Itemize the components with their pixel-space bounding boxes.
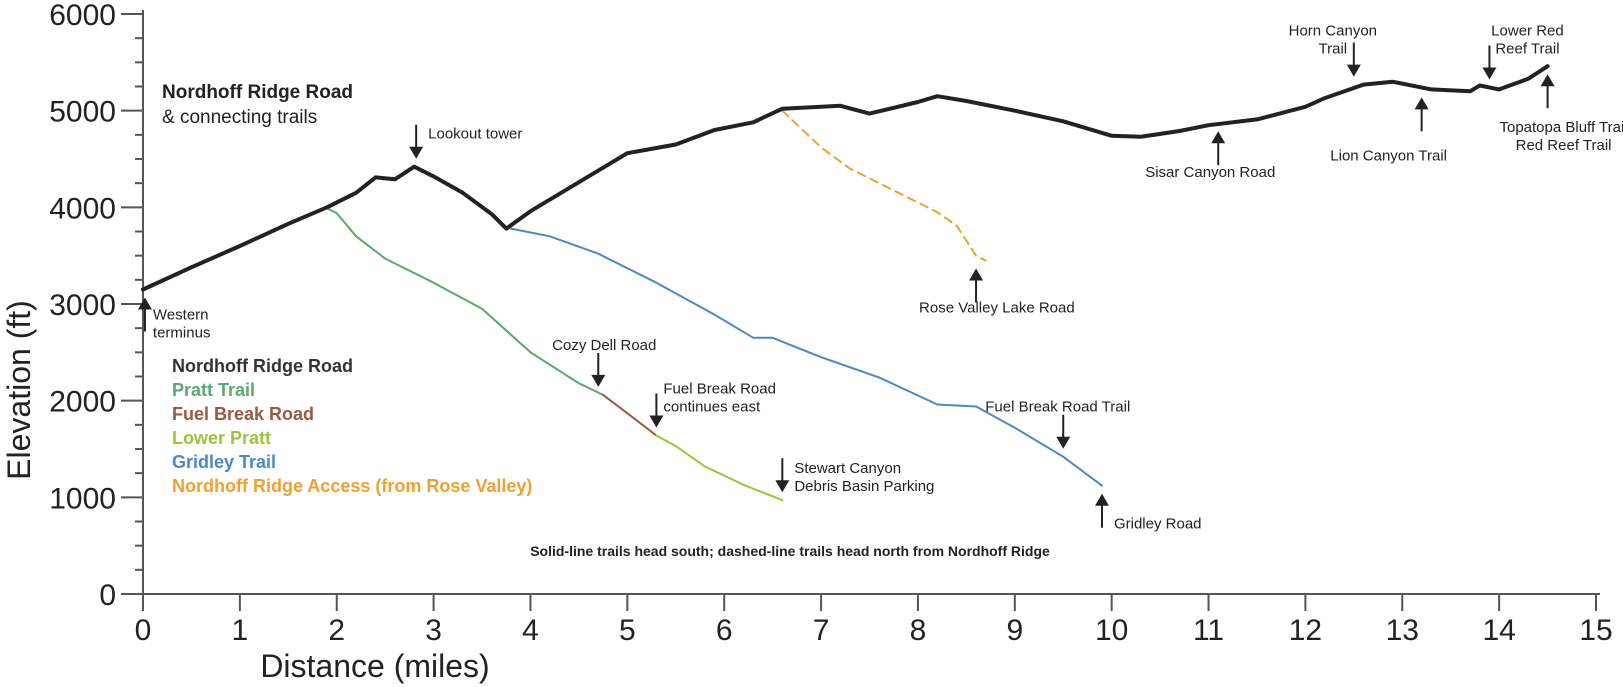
y-axis-title: Elevation (ft) xyxy=(1,300,37,480)
annotation-arrow-head xyxy=(409,146,424,159)
annotation-arrow-head xyxy=(1094,493,1109,506)
y-tick-label: 1000 xyxy=(49,482,116,515)
x-tick-label: 4 xyxy=(522,614,539,647)
legend-entry: Nordhoff Ridge Access (from Rose Valley) xyxy=(172,476,532,496)
annotation-fuel-break-road: Fuel Break Road continues east xyxy=(649,380,776,428)
y-tick-label: 6000 xyxy=(49,0,116,32)
series-line-gridley-trail xyxy=(510,227,1103,487)
y-tick-label: 2000 xyxy=(49,386,116,419)
x-tick-label: 6 xyxy=(716,614,733,647)
annotation-horn-canyon: Horn Canyon Trail xyxy=(1289,23,1377,77)
annotation-arrow-head xyxy=(1482,67,1497,80)
annotation-label: Western terminus xyxy=(153,307,211,342)
annotation-arrow-head xyxy=(1211,131,1226,144)
series-line-nordhoff-ridge-road xyxy=(141,64,1550,292)
y-tick-label: 3000 xyxy=(49,289,116,322)
annotation-label: Cozy Dell Road xyxy=(552,337,656,354)
y-tick-label: 5000 xyxy=(49,96,116,129)
annotation-label: Lower Red Reef Trail xyxy=(1491,22,1564,57)
annotation-sisar-canyon-road: Sisar Canyon Road xyxy=(1145,131,1275,181)
chart-subtitle: & connecting trails xyxy=(162,107,317,128)
series-line-pratt-trail xyxy=(326,207,605,396)
x-tick-label: 9 xyxy=(1006,614,1023,647)
legend-entry: Fuel Break Road xyxy=(172,404,314,424)
legend-entry: Pratt Trail xyxy=(172,380,255,400)
direction-note: Solid-line trails head south; dashed-lin… xyxy=(530,543,1050,559)
y-tick-label: 0 xyxy=(99,579,116,612)
annotation-arrow-head xyxy=(591,374,606,387)
annotation-label: Fuel Break Road Trail xyxy=(985,399,1130,416)
legend-entry: Nordhoff Ridge Road xyxy=(172,356,353,376)
annotation-label: Stewart Canyon Debris Basin Parking xyxy=(794,460,934,495)
annotation-lookout-tower: Lookout tower xyxy=(409,124,522,159)
annotation-lion-canyon-trail: Lion Canyon Trail xyxy=(1330,97,1447,164)
annotations: Western terminus Lookout tower Cozy Dell Ro… xyxy=(137,22,1623,533)
x-axis-title: Distance (miles) xyxy=(260,648,489,684)
y-tick-label: 4000 xyxy=(49,192,116,225)
annotation-arrow-head xyxy=(1346,64,1361,77)
annotation-arrow-head xyxy=(1056,436,1071,449)
annotation-label: Lookout tower xyxy=(428,126,522,143)
x-tick-label: 0 xyxy=(135,614,152,647)
annotation-label: Rose Valley Lake Road xyxy=(919,300,1075,317)
legend: Nordhoff Ridge Road Pratt Trail Fuel Break… xyxy=(172,356,532,496)
annotation-arrow-head xyxy=(137,297,152,310)
annotation-stewart-canyon: Stewart Canyon Debris Basin Parking xyxy=(775,458,934,495)
annotation-label: Fuel Break Road continues east xyxy=(663,380,776,415)
x-tick-label: 1 xyxy=(232,614,249,647)
annotation-arrow-head xyxy=(1414,97,1429,110)
x-tick-label: 12 xyxy=(1289,614,1322,647)
legend-entry: Lower Pratt xyxy=(172,428,271,448)
series-line-fuel-break-road xyxy=(602,393,658,437)
chart-title: Nordhoff Ridge Road xyxy=(162,82,353,103)
annotation-topatopa-bluff-trail: Topatopa Bluff Trail Red Reef Trail xyxy=(1499,74,1623,154)
annotation-label: Lion Canyon Trail xyxy=(1330,147,1447,164)
annotation-rose-valley-lake-road: Rose Valley Lake Road xyxy=(919,268,1075,317)
x-tick-label: 11 xyxy=(1193,614,1224,647)
annotation-label: Sisar Canyon Road xyxy=(1145,164,1275,181)
annotation-arrow-head xyxy=(969,268,984,281)
annotation-label: Horn Canyon Trail xyxy=(1289,23,1377,58)
annotation-gridley-road: Gridley Road xyxy=(1094,493,1202,533)
annotation-arrow-head xyxy=(1540,74,1555,87)
annotation-arrow-head xyxy=(649,415,664,428)
legend-entry: Gridley Trail xyxy=(172,452,276,472)
series-lines xyxy=(141,64,1550,502)
annotation-cozy-dell-road: Cozy Dell Road xyxy=(552,337,656,387)
annotation-label: Topatopa Bluff Trail Red Reef Trail xyxy=(1499,119,1623,154)
x-tick-label: 13 xyxy=(1386,614,1419,647)
x-tick-label: 10 xyxy=(1095,614,1128,647)
x-tick-label: 8 xyxy=(910,614,927,647)
x-tick-label: 3 xyxy=(425,614,442,647)
x-tick-label: 14 xyxy=(1482,614,1515,647)
annotation-western: Western terminus xyxy=(137,297,211,342)
annotation-fuel-break-road-trail: Fuel Break Road Trail xyxy=(985,399,1130,449)
series-line-lower-pratt xyxy=(655,434,784,502)
series-line-nordhoff-ridge-access-from-rose-valley xyxy=(781,109,987,262)
x-tick-label: 5 xyxy=(619,614,636,647)
x-tick-label: 7 xyxy=(813,614,830,647)
annotation-label: Gridley Road xyxy=(1114,516,1202,533)
x-tick-label: 15 xyxy=(1579,614,1612,647)
annotation-lower-red: Lower Red Reef Trail xyxy=(1482,22,1564,80)
x-tick-label: 2 xyxy=(328,614,345,647)
annotation-arrow-head xyxy=(775,480,790,493)
